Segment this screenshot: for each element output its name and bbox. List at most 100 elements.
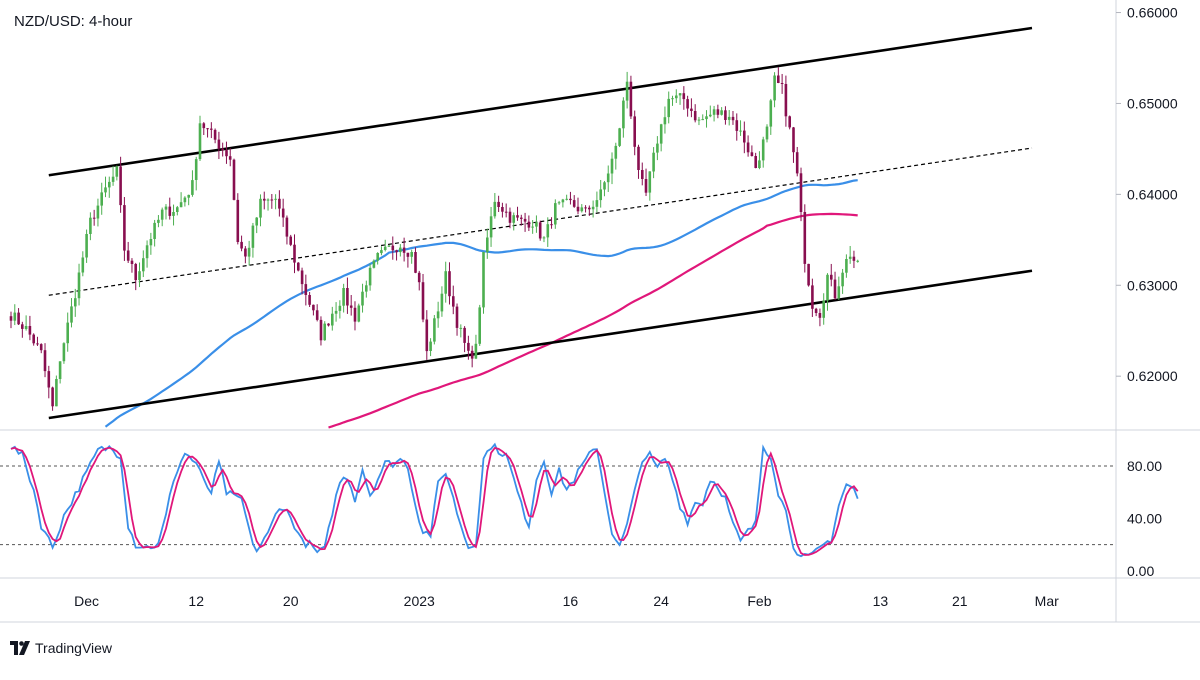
candle-body	[629, 81, 633, 117]
tradingview-logo-icon	[10, 641, 30, 655]
candle-body	[837, 286, 841, 299]
candle-body	[720, 110, 723, 115]
candle-body	[727, 116, 731, 120]
candle-body	[792, 127, 795, 153]
candle-body	[693, 111, 697, 121]
candle-body	[663, 117, 667, 125]
candle-body	[512, 215, 515, 223]
candle-body	[482, 252, 485, 308]
candle-body	[28, 326, 32, 335]
price-tick-label: 0.62000	[1127, 368, 1178, 384]
channel-upper-line	[48, 26, 1033, 177]
candle-body	[387, 245, 391, 247]
candle-body	[690, 108, 693, 111]
time-tick-label: 2023	[404, 593, 435, 609]
candle-body	[183, 197, 187, 203]
price-tick-label: 0.65000	[1127, 95, 1178, 111]
candle-body	[21, 324, 24, 329]
candle-body	[697, 119, 701, 121]
candle-body	[236, 199, 240, 242]
candle-body	[436, 311, 440, 319]
candle-body	[777, 75, 780, 83]
candle-body	[255, 217, 258, 226]
candle-body	[705, 116, 708, 120]
candle-body	[811, 285, 814, 309]
candle-body	[520, 217, 523, 219]
candle-body	[637, 146, 640, 170]
candle-body	[523, 218, 527, 222]
candle-body	[565, 198, 568, 200]
candle-body	[682, 93, 686, 100]
candle-body	[244, 248, 247, 257]
tradingview-brand[interactable]: TradingView	[10, 640, 112, 656]
price-pane	[9, 26, 1033, 429]
candle-body	[508, 211, 512, 223]
candle-body	[228, 156, 232, 160]
candle-body	[274, 198, 277, 200]
candle-body	[591, 206, 595, 210]
candle-body	[584, 207, 587, 209]
candle-body	[852, 256, 856, 261]
candle-body	[168, 206, 172, 216]
candle-body	[123, 205, 126, 251]
candle-body	[115, 166, 119, 177]
candle-body	[535, 222, 538, 227]
candle-body	[561, 199, 565, 203]
axes: 0.66000 0.65000 0.64000 0.63000 0.62000 80.00…	[74, 5, 1178, 609]
candle-body	[826, 274, 829, 301]
candle-body	[504, 211, 508, 213]
candle-body	[599, 189, 602, 201]
candle-body	[735, 120, 739, 131]
candle-body	[153, 222, 156, 239]
candle-body	[342, 288, 345, 306]
candle-body	[372, 260, 376, 268]
candle-body	[739, 130, 742, 132]
candle-body	[572, 200, 576, 207]
candle-body	[667, 98, 670, 118]
candle-body	[164, 206, 168, 210]
candle-body	[289, 236, 292, 245]
candle-body	[588, 207, 591, 210]
chart-frame	[0, 0, 1200, 623]
candle-body	[656, 143, 659, 153]
candle-body	[845, 259, 848, 273]
candle-body	[410, 252, 413, 257]
candle-body	[32, 334, 35, 344]
candle-body	[686, 99, 689, 109]
candle-body	[421, 282, 425, 320]
candle-body	[459, 327, 463, 329]
candle-body	[259, 198, 262, 218]
stochastic-pane	[0, 442, 1116, 558]
candle-body	[444, 271, 447, 294]
candle-body	[327, 323, 330, 326]
candle-body	[780, 83, 784, 84]
candle-body	[213, 129, 217, 140]
candle-body	[187, 194, 190, 198]
candle-body	[96, 205, 100, 219]
candle-body	[285, 217, 289, 237]
chart-title: NZD/USD: 4-hour	[14, 13, 132, 30]
candle-body	[138, 271, 141, 281]
candle-body	[807, 263, 810, 286]
candle-body	[17, 312, 20, 325]
candle-body	[104, 187, 107, 193]
candle-body	[569, 198, 572, 201]
candle-body	[648, 171, 652, 193]
candle-body	[130, 260, 134, 264]
candle-body	[425, 319, 429, 352]
candle-body	[463, 327, 466, 343]
candle-body	[13, 312, 17, 321]
candle-body	[671, 98, 674, 100]
candle-body	[678, 93, 682, 96]
time-tick-label: 13	[873, 593, 889, 609]
candle-body	[172, 212, 175, 216]
candle-body	[134, 264, 137, 281]
stochastic-tick-label: 0.00	[1127, 563, 1154, 579]
candle-body	[198, 123, 202, 160]
candle-body	[501, 207, 504, 212]
stochastic-d-line	[10, 446, 859, 556]
candle-body	[55, 379, 58, 407]
candle-body	[368, 267, 372, 286]
candle-body	[448, 271, 451, 297]
